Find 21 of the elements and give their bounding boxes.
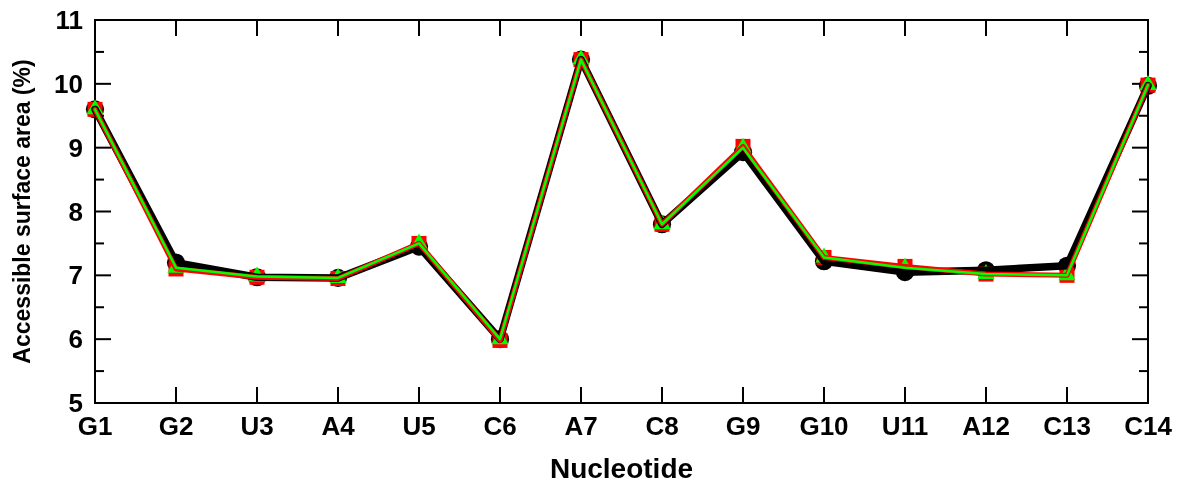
y-tick-label: 7: [68, 260, 83, 291]
y-tick-label: 9: [68, 132, 83, 163]
y-tick-label: 8: [68, 196, 83, 227]
y-tick-label: 6: [68, 324, 83, 355]
x-tick-label: U11: [881, 411, 929, 441]
x-tick-label: C14: [1124, 411, 1173, 441]
x-tick-label: G9: [725, 411, 761, 441]
y-tick-label: 10: [54, 68, 83, 99]
y-tick-label: 11: [55, 5, 83, 36]
x-tick-label: U3: [240, 411, 274, 441]
x-tick-label: C6: [483, 411, 517, 441]
x-tick-label: G10: [799, 411, 849, 441]
x-tick-label: U5: [402, 411, 436, 441]
x-tick-label: C8: [645, 411, 679, 441]
x-axis-title: Nucleotide: [549, 453, 694, 484]
x-tick-label: G2: [158, 411, 194, 441]
x-tick-label: A4: [321, 411, 356, 441]
x-tick-label: A12: [962, 411, 1010, 441]
x-tick-label: C13: [1043, 411, 1091, 441]
x-tick-label: A7: [564, 411, 598, 441]
y-axis-title: Accessible surface area (%): [9, 59, 35, 364]
